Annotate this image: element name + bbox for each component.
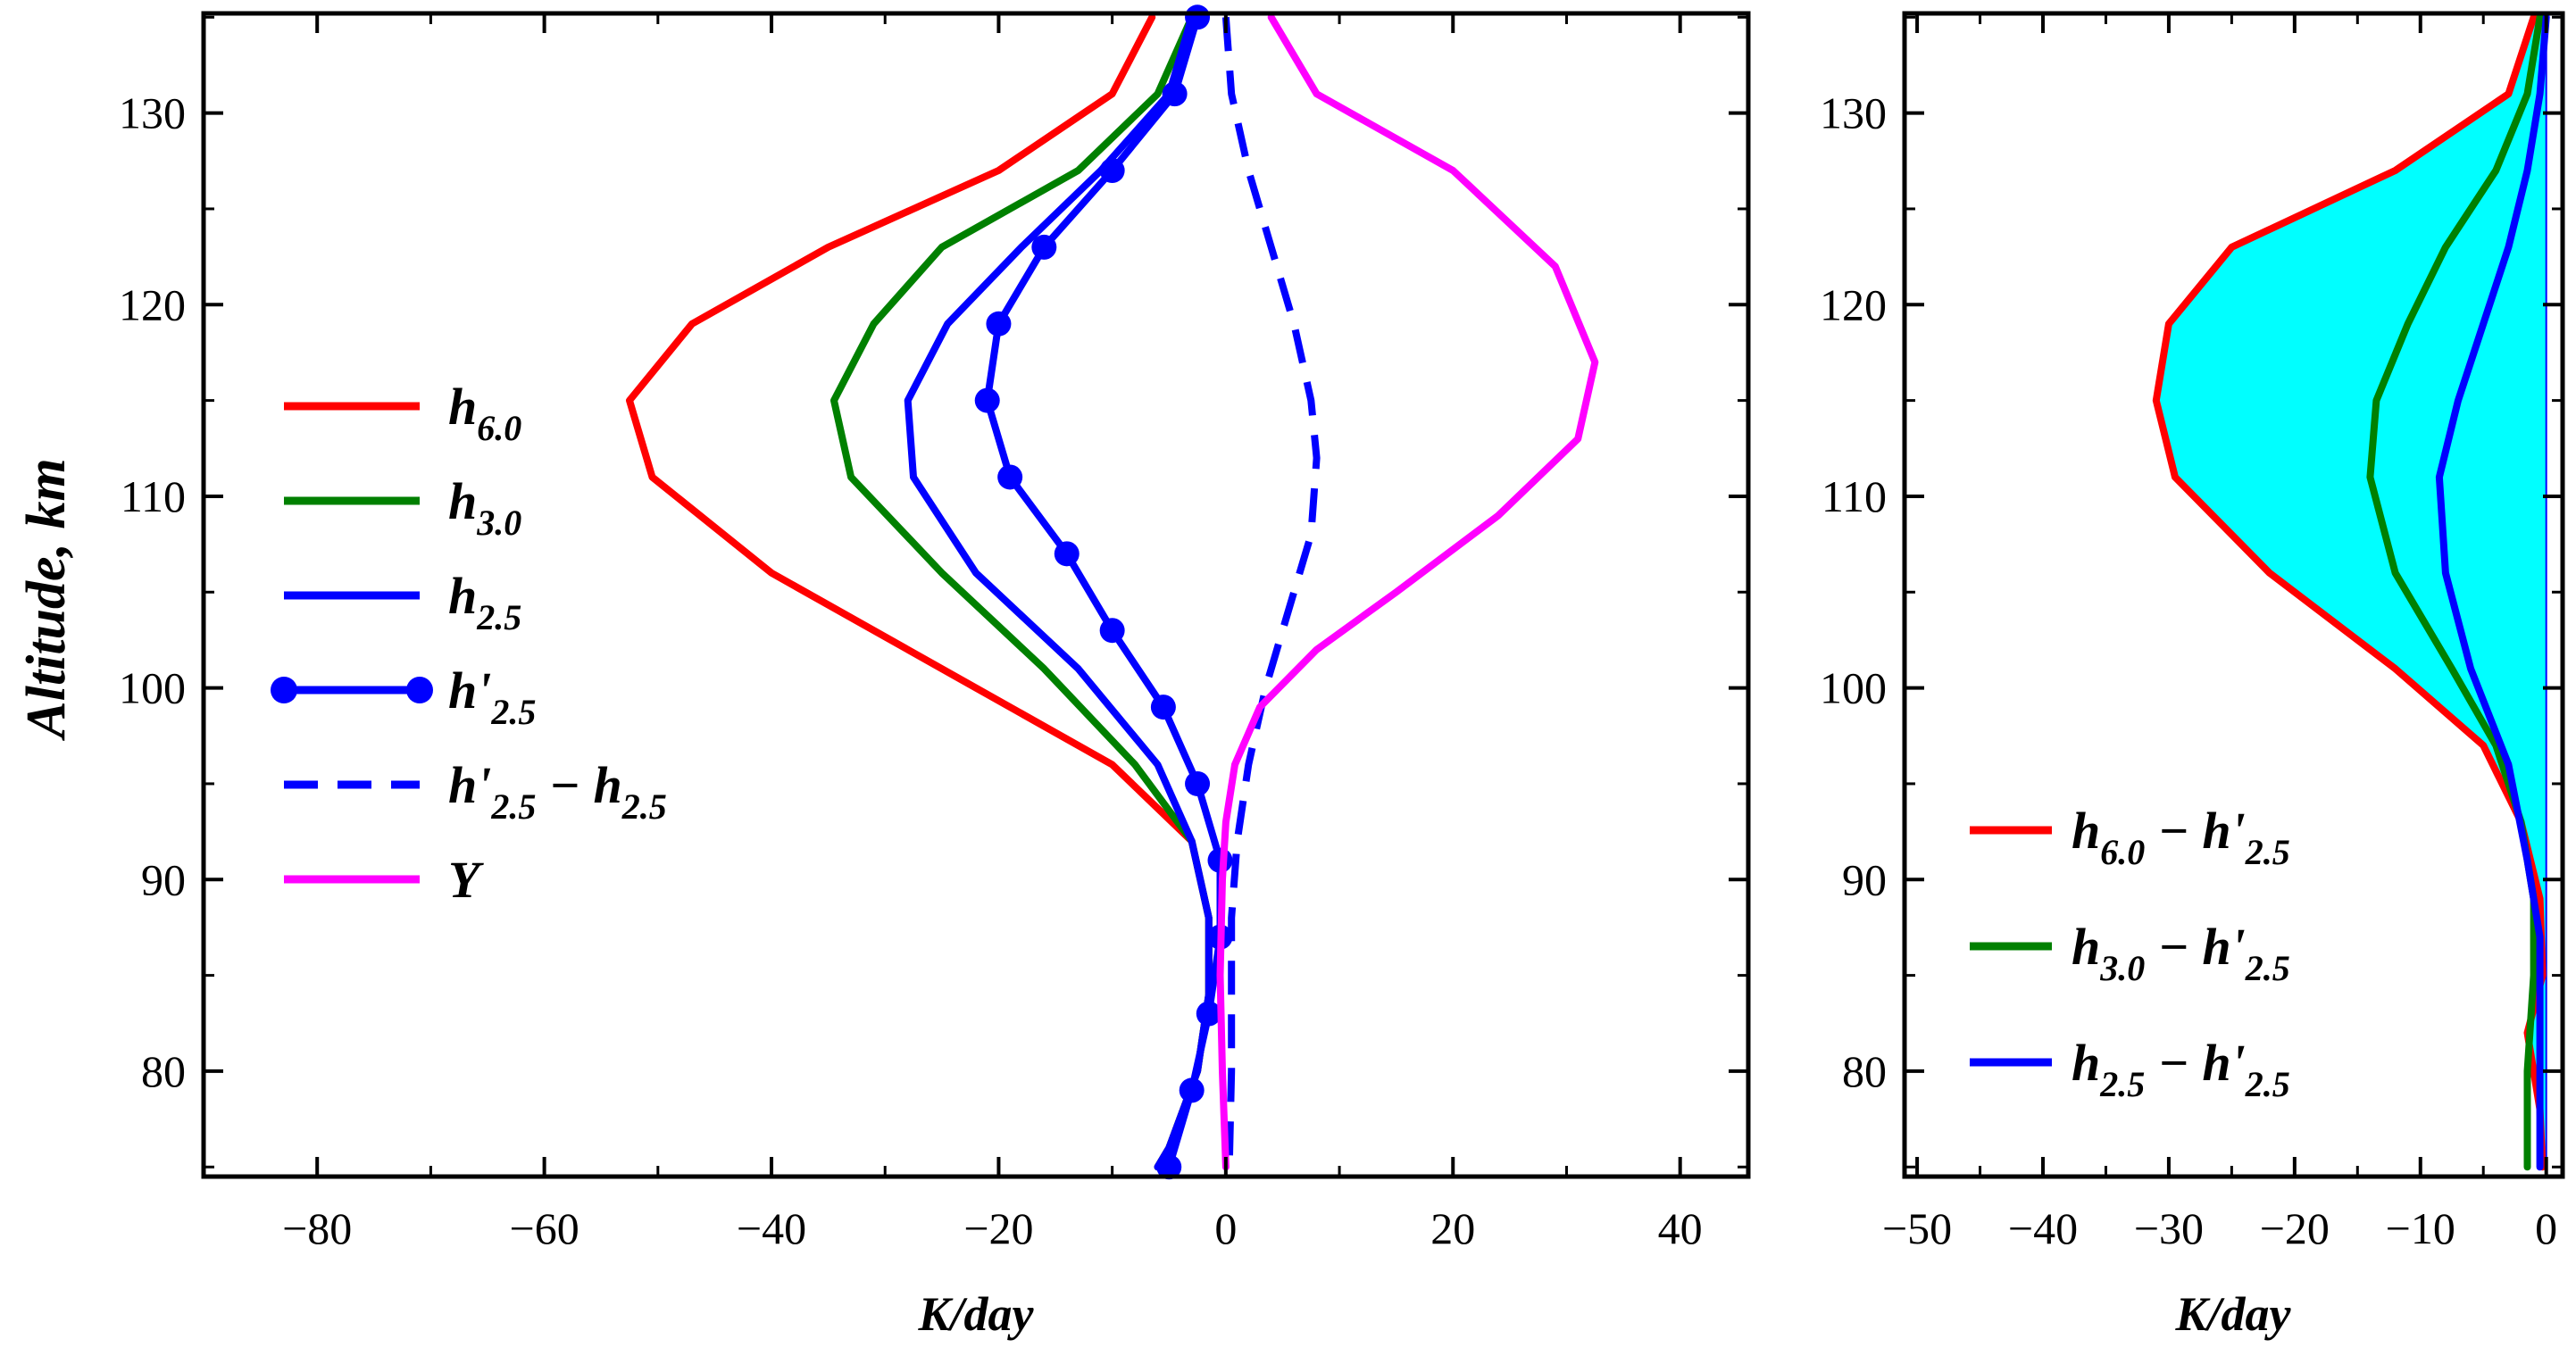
y-tick-label: 110 (121, 471, 186, 521)
legend: h6.0 h3.0 h2.5 h'2.5 h'2.5 − h2.5 Y (271, 378, 667, 909)
series-point-3-9 (1150, 695, 1176, 720)
x-tick-label: 0 (1214, 1203, 1237, 1253)
y-tick-label: 120 (1820, 279, 1887, 329)
legend-label-0: h6.0 − h'2.5 (2072, 802, 2290, 872)
series-point-3-6 (997, 464, 1023, 490)
right-panel: −50 −40 −30 −20 −10 0 80 90 100 110 120 130 K/day h6.… (1820, 11, 2565, 1341)
series-point-3-14 (1179, 1077, 1205, 1103)
legend-label-2: h2.5 (448, 567, 521, 637)
series-point-3-5 (974, 387, 1000, 413)
series-point-3-8 (1099, 618, 1125, 644)
series-point-3-13 (1196, 1001, 1221, 1027)
series-point-3-10 (1185, 770, 1211, 796)
plot-frame (1902, 11, 2565, 1179)
x-tick-label: 20 (1430, 1203, 1475, 1253)
series-point-3-7 (1054, 541, 1080, 567)
series-point-3-3 (1031, 234, 1057, 260)
x-tick-label: −30 (2134, 1203, 2204, 1253)
legend-label-0: h6.0 (448, 378, 521, 448)
x-tick-label: −10 (2386, 1203, 2455, 1253)
series-line-1 (2366, 13, 2544, 1171)
x-tick-label: 40 (1658, 1203, 1703, 1253)
y-tick-label: 80 (141, 1046, 186, 1096)
x-tick-label: −40 (2008, 1203, 2078, 1253)
legend-label-2: h2.5 − h'2.5 (2072, 1034, 2290, 1104)
x-tick-label: −80 (282, 1203, 352, 1253)
series-line-2 (2435, 13, 2550, 1171)
y-tick-label: 100 (1820, 663, 1887, 713)
y-tick-label: 110 (1822, 471, 1887, 521)
y-tick-label: 100 (119, 663, 186, 713)
series-line-5 (1216, 13, 1599, 1171)
series-line-0 (626, 13, 1213, 1171)
y-tick-label: 80 (1842, 1046, 1887, 1096)
x-tick-label: −20 (963, 1203, 1033, 1253)
legend-label-4: h'2.5 − h2.5 (448, 756, 667, 827)
y-tick-label: 130 (119, 88, 186, 138)
legend: h6.0 − h'2.5 h3.0 − h'2.5 h2.5 − h'2.5 (1970, 802, 2290, 1104)
y-tick-label: 90 (1842, 854, 1887, 904)
x-tick-label: −40 (737, 1203, 806, 1253)
fill-area (2155, 17, 2547, 1168)
legend-label-1: h3.0 (448, 472, 521, 543)
series-line-4 (1221, 17, 1321, 1168)
x-tick-label: −20 (2260, 1203, 2330, 1253)
legend-label-1: h3.0 − h'2.5 (2072, 918, 2290, 988)
series-point-3-0 (1185, 4, 1211, 30)
x-tick-label: −50 (1882, 1203, 1952, 1253)
y-tick-label: 120 (119, 279, 186, 329)
plot-frame (201, 11, 1751, 1179)
series-point-3-4 (986, 311, 1012, 337)
left-panel: −80 −60 −40 −20 0 20 40 80 90 100 110 120 130 K/day Al… (16, 4, 1751, 1341)
series-point-3-2 (1099, 158, 1125, 184)
x-axis-label: K/day (2175, 1287, 2292, 1341)
y-tick-label: 90 (141, 854, 186, 904)
y-tick-label: 130 (1820, 88, 1887, 138)
series-point-3-15 (1156, 1154, 1182, 1180)
legend-label-3: h'2.5 (448, 661, 536, 732)
y-axis-label: Altitude, km (16, 458, 77, 741)
x-tick-label: 0 (2535, 1203, 2557, 1253)
series-point-3-1 (1162, 81, 1188, 107)
series-line-1 (830, 13, 1213, 1171)
series-line-3 (983, 13, 1224, 1171)
x-axis-label: K/day (918, 1287, 1035, 1341)
x-tick-label: −60 (510, 1203, 579, 1253)
legend-marker (271, 677, 297, 703)
legend-label-5: Y (448, 851, 484, 909)
legend-marker (406, 677, 433, 703)
